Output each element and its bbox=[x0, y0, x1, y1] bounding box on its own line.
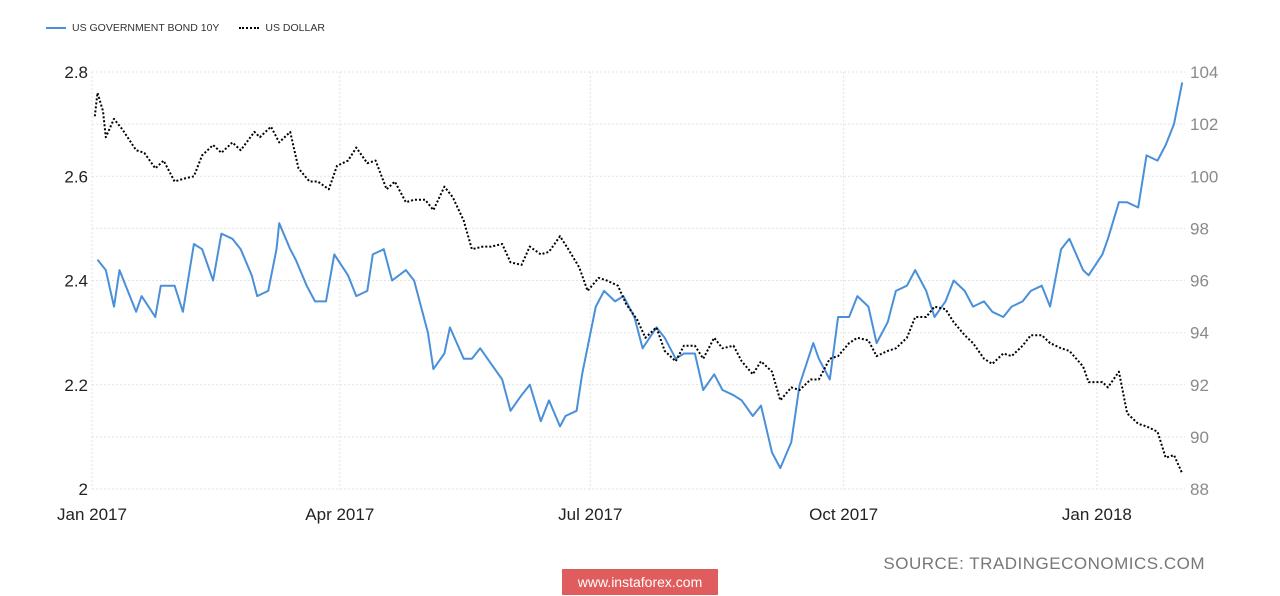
left-tick-label: 2 bbox=[79, 480, 88, 499]
legend-swatch-solid bbox=[46, 27, 66, 29]
legend-label: US DOLLAR bbox=[265, 22, 325, 34]
x-tick-label: Oct 2017 bbox=[809, 505, 878, 524]
right-tick-label: 92 bbox=[1190, 376, 1209, 395]
left-tick-label: 2.2 bbox=[64, 376, 88, 395]
right-axis: 88 90 92 94 96 98 100 102 104 bbox=[1190, 63, 1218, 499]
legend-item-dollar[interactable]: US DOLLAR bbox=[239, 22, 325, 34]
source-credit: SOURCE: TRADINGECONOMICS.COM bbox=[883, 554, 1205, 573]
x-tick-label: Jan 2017 bbox=[57, 505, 127, 524]
gridlines bbox=[91, 71, 1185, 490]
right-tick-label: 98 bbox=[1190, 219, 1209, 238]
right-tick-label: 104 bbox=[1190, 63, 1218, 82]
legend: US GOVERNMENT BOND 10Y US DOLLAR bbox=[46, 20, 345, 36]
legend-swatch-dotted bbox=[239, 27, 260, 29]
right-tick-label: 88 bbox=[1190, 480, 1209, 499]
x-tick-label: Apr 2017 bbox=[305, 505, 374, 524]
x-tick-label: Jul 2017 bbox=[558, 505, 622, 524]
x-axis: Jan 2017 Apr 2017 Jul 2017 Oct 2017 Jan 2018 bbox=[57, 505, 1132, 524]
bond-yield-line bbox=[96, 82, 1184, 470]
watermark-link[interactable]: www.instaforex.com bbox=[562, 569, 718, 595]
series-layer bbox=[93, 82, 1184, 474]
right-tick-label: 100 bbox=[1190, 167, 1218, 186]
us-dollar-line bbox=[93, 91, 1184, 474]
left-axis: 2 2.2 2.4 2.6 2.8 bbox=[64, 63, 88, 499]
x-tick-label: Jan 2018 bbox=[1062, 505, 1132, 524]
right-tick-label: 90 bbox=[1190, 428, 1209, 447]
left-tick-label: 2.6 bbox=[64, 167, 88, 186]
right-tick-label: 94 bbox=[1190, 324, 1209, 343]
right-tick-label: 102 bbox=[1190, 115, 1218, 134]
left-tick-label: 2.4 bbox=[64, 272, 88, 291]
left-tick-label: 2.8 bbox=[64, 63, 88, 82]
legend-item-bond[interactable]: US GOVERNMENT BOND 10Y bbox=[46, 22, 219, 34]
legend-label: US GOVERNMENT BOND 10Y bbox=[72, 22, 220, 34]
right-tick-label: 96 bbox=[1190, 272, 1209, 291]
